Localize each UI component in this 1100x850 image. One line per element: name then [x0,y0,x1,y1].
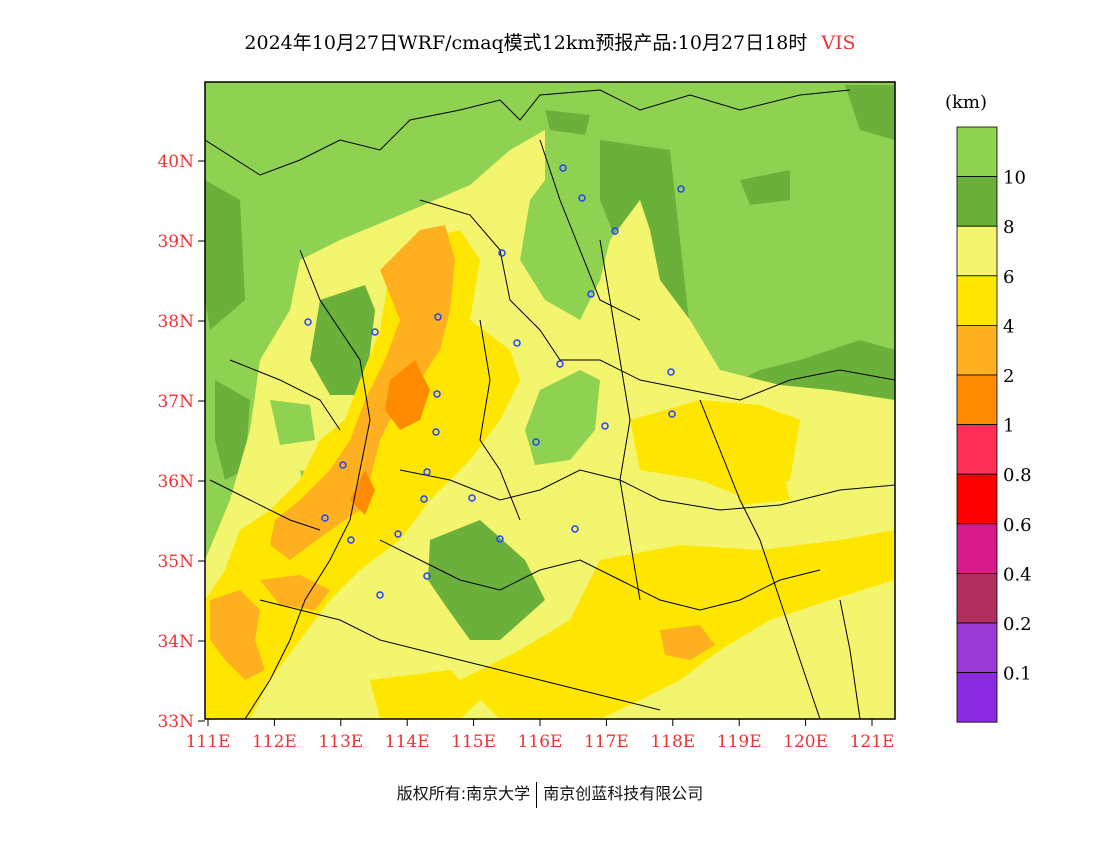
colorbar-segment [956,225,998,277]
colorbar-label: 8 [1003,217,1014,238]
variable-label: VIS [821,32,856,54]
colorbar-label: 0.8 [1003,465,1032,486]
lon-label: 115E [451,732,496,752]
lon-label: 113E [318,732,363,752]
colorbar-segment [956,473,998,525]
lon-label: 112E [252,732,297,752]
chart-title: 2024年10月27日WRF/cmaq模式12km预报产品:10月27日18时 V… [0,28,1100,55]
unit-label: (km) [945,92,987,113]
colorbar-label: 0.2 [1003,614,1032,635]
lon-label: 120E [783,732,828,752]
colorbar-segment [956,622,998,673]
colorbar-segment [956,573,998,624]
copyright-right: 南京创蓝科技有限公司 [543,784,704,803]
colorbar-segment [956,523,998,574]
lon-label: 111E [186,732,231,752]
lon-label: 114E [385,732,430,752]
colorbar-segment [956,424,998,475]
lat-label: 40N [157,152,194,172]
colorbar-label: 10 [1003,168,1026,189]
colorbar-label: 2 [1003,366,1014,387]
lat-label: 36N [157,472,194,492]
city-markers [304,164,685,599]
colorbar-segment [956,126,998,177]
colorbar-label: 0.4 [1003,564,1032,585]
colorbar-segment [956,176,998,227]
lat-label: 38N [157,312,194,332]
visibility-field [205,82,895,719]
copyright-left: 版权所有:南京大学 [396,784,531,803]
colorbar-segment [956,275,998,326]
lon-label: 121E [850,732,895,752]
colorbar-label: 0.6 [1003,515,1032,536]
lat-label: 34N [157,632,194,652]
lat-label: 35N [157,552,194,572]
colorbar-segment [956,324,998,376]
footer-separator [536,781,538,808]
colorbar-label: 1 [1003,416,1014,437]
title-text: 2024年10月27日WRF/cmaq模式12km预报产品:10月27日18时 [244,32,808,54]
lat-label: 37N [157,392,194,412]
colorbar-segment [956,374,998,425]
colorbar-label: 0.1 [1003,664,1032,685]
lat-label: 39N [157,232,194,252]
lat-label: 33N [157,712,194,732]
lon-label: 116E [518,732,563,752]
footer: 版权所有:南京大学 南京创蓝科技有限公司 [0,780,1100,808]
lon-label: 118E [650,732,695,752]
colorbar-label: 4 [1003,316,1014,337]
lon-label: 119E [717,732,762,752]
colorbar: 10 8 6 4 2 1 0.8 0.6 0.4 0.2 0.1 [956,126,1032,723]
colorbar-label: 6 [1003,267,1014,288]
boundaries [205,89,895,719]
lon-label: 117E [584,732,629,752]
colorbar-segment [956,672,998,723]
